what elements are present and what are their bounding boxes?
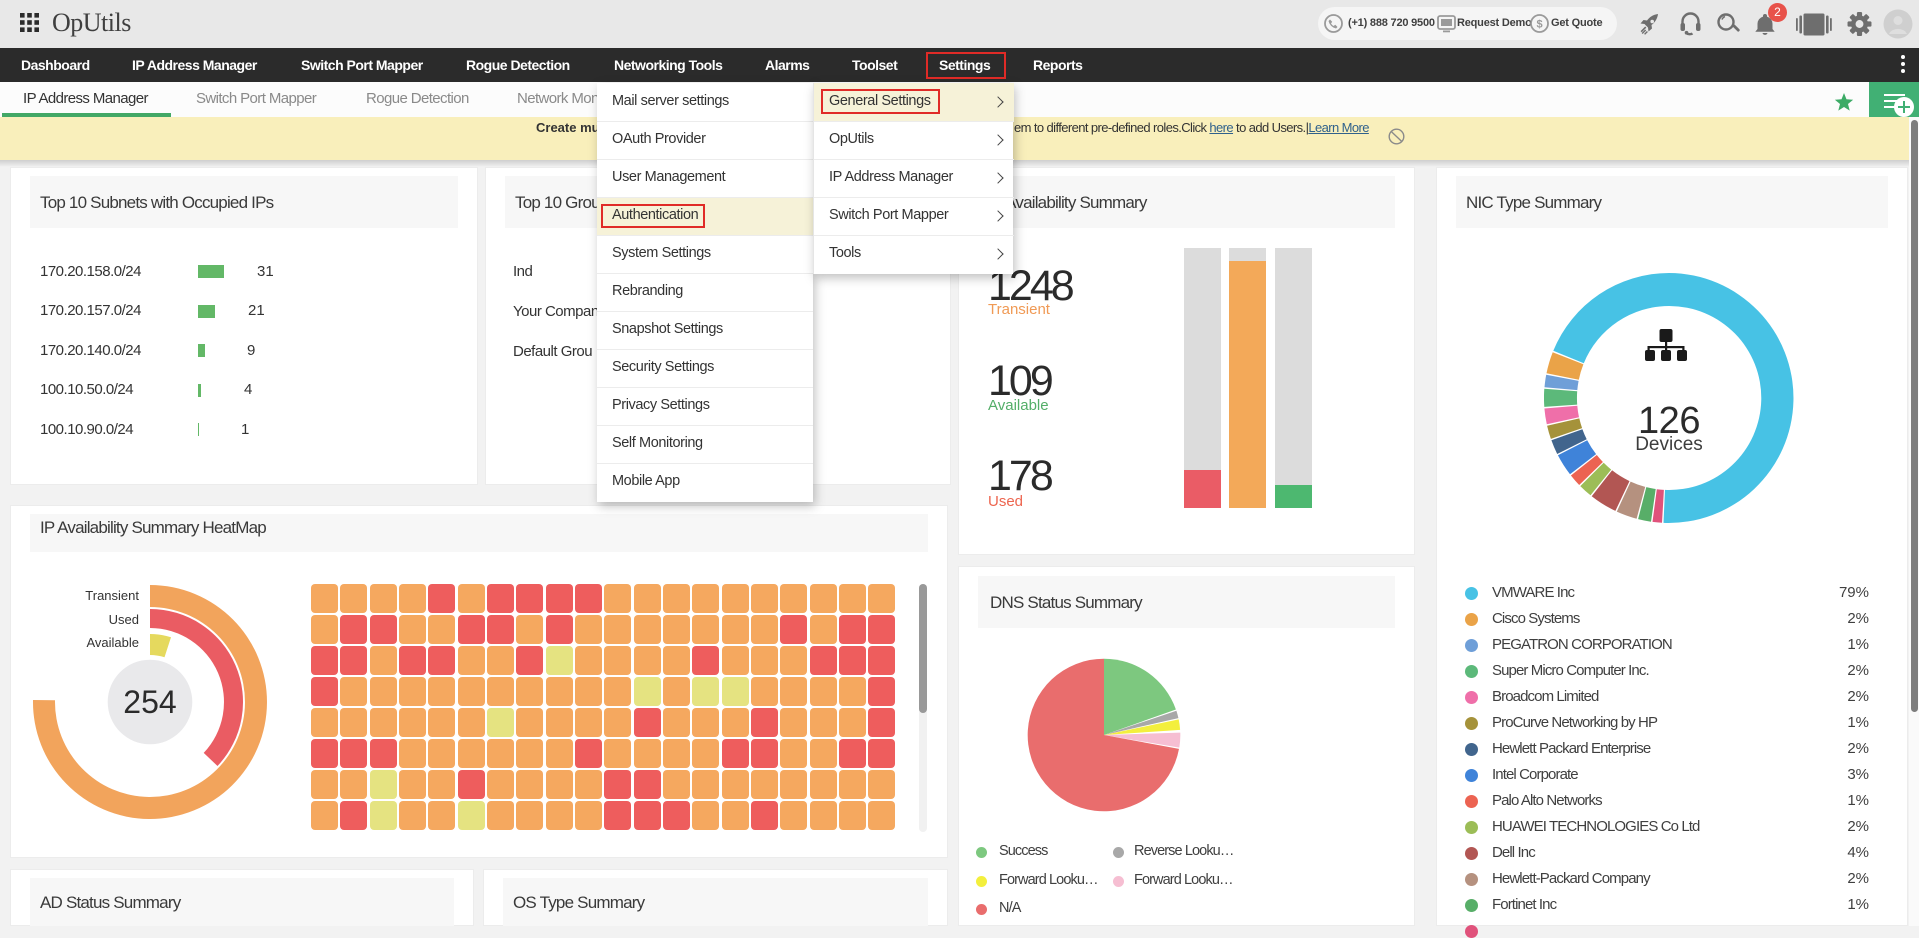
svg-text:$: $	[1536, 19, 1542, 31]
svg-text:254: 254	[123, 684, 176, 720]
